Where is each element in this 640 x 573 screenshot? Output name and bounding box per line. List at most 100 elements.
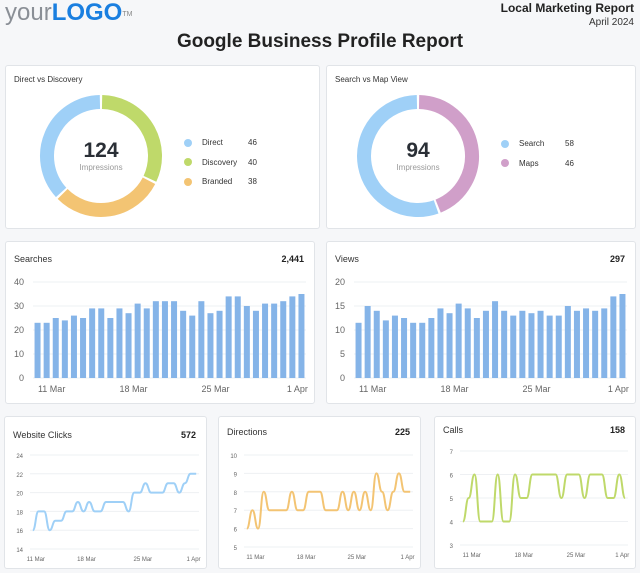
legend-value: 38 [248, 177, 257, 187]
report-title: Local Marketing Report [500, 1, 634, 15]
website-clicks-line-chart: 14 16 18 20 22 24 11 Mar 18 Mar 25 Mar 1 Apr [16, 454, 201, 563]
bar [528, 313, 535, 378]
y-tick-label: 5 [450, 497, 454, 503]
x-tick-label: 11 Mar [246, 555, 264, 561]
y-tick-label: 7 [234, 509, 238, 515]
bar [482, 310, 489, 378]
x-tick-label: 25 Mar [134, 557, 153, 563]
bar [180, 310, 187, 378]
legend-value: 58 [565, 139, 574, 149]
x-tick-label: 1 Apr [401, 555, 415, 561]
y-tick-label: 3 [450, 544, 454, 550]
legend-dot-icon [501, 139, 509, 148]
legend-dot-icon [501, 159, 509, 168]
total-value: 124 [83, 139, 119, 162]
y-tick-label: 7 [450, 450, 454, 456]
y-tick-label: 15 [335, 301, 345, 311]
bar [382, 320, 389, 378]
views-bar-chart: 0 5 10 15 20 11 Mar 18 Mar 25 Mar 1 Apr [335, 277, 629, 394]
y-tick-label: 10 [230, 454, 237, 460]
y-tick-label: 20 [16, 492, 23, 498]
donut-slice-branded [57, 177, 156, 217]
donut-slice-direct [40, 95, 101, 198]
direct-vs-discovery-card: Direct vs Discovery 124 Impressions Dire… [5, 65, 320, 229]
y-tick-label: 9 [234, 472, 238, 478]
bar [43, 322, 50, 378]
bar [519, 310, 526, 378]
y-tick-label: 5 [340, 349, 345, 359]
card-title: Search vs Map View [335, 75, 408, 84]
bar [234, 296, 241, 378]
bar [80, 318, 87, 378]
x-tick-label: 25 Mar [522, 384, 550, 394]
bar [391, 315, 398, 378]
bar [98, 308, 105, 378]
y-tick-label: 5 [234, 546, 238, 552]
y-tick-label: 14 [16, 548, 23, 554]
bar [52, 318, 59, 378]
logo-tm: TM [122, 11, 133, 18]
x-tick-label: 25 Mar [348, 555, 367, 561]
card-total: 225 [394, 427, 410, 437]
x-tick-label: 11 Mar [27, 557, 45, 563]
x-tick-label: 1 Apr [608, 384, 629, 394]
bar [61, 320, 68, 378]
legend: Search 58 Maps 46 [501, 134, 574, 173]
bar [207, 313, 214, 378]
x-tick-label: 1 Apr [187, 557, 201, 563]
x-tick-label: 18 Mar [514, 553, 533, 559]
x-tick-label: 18 Mar [441, 384, 469, 394]
y-tick-label: 8 [234, 491, 238, 497]
page-title: Google Business Profile Report [176, 31, 464, 52]
legend-label: Maps [519, 158, 539, 168]
bar [464, 308, 471, 378]
x-tick-label: 18 Mar [77, 557, 96, 563]
bar [492, 301, 499, 378]
card-title: Searches [14, 254, 53, 264]
bar [583, 308, 590, 378]
legend-dot-icon [184, 138, 192, 147]
card-title: Website Clicks [13, 430, 72, 440]
calls-card: Calls 158 3 4 5 6 7 11 Mar 18 Mar 25 Mar 1 Apr [434, 416, 636, 569]
legend-item-direct: Direct 46 [184, 133, 257, 153]
bar [70, 315, 77, 378]
card-total: 572 [180, 430, 196, 440]
donut-slice-maps [418, 95, 479, 213]
y-tick-label: 24 [16, 454, 23, 460]
total-value: 94 [406, 139, 430, 162]
website-clicks-card: Website Clicks 572 14 16 18 20 22 24 11 Mar 18 … [4, 416, 207, 569]
bar [601, 308, 608, 378]
legend-value: 40 [248, 157, 257, 167]
bar [455, 303, 462, 378]
donut-slice-search [357, 95, 439, 217]
card-title: Directions [227, 427, 268, 437]
y-tick-label: 10 [14, 349, 24, 359]
bar [225, 296, 232, 378]
legend-dot-icon [184, 177, 192, 186]
y-tick-label: 20 [335, 277, 345, 287]
legend-item-search: Search 58 [501, 134, 574, 154]
legend-item-maps: Maps 46 [501, 154, 574, 174]
logo-text-bold: LOGO [51, 0, 123, 26]
bar [437, 308, 444, 378]
bar [216, 310, 223, 378]
x-tick-label: 1 Apr [287, 384, 308, 394]
bar [355, 322, 362, 378]
x-tick-label: 11 Mar [38, 384, 65, 394]
y-tick-label: 16 [16, 529, 23, 535]
donut-center: 94 Impressions [368, 139, 468, 172]
bar [510, 315, 517, 378]
search-vs-map-card: Search vs Map View 94 Impressions Search… [326, 65, 636, 229]
bar [610, 296, 617, 378]
y-tick-label: 6 [450, 474, 454, 480]
x-tick-label: 18 Mar [297, 555, 316, 561]
y-tick-label: 4 [450, 521, 454, 527]
bar [280, 301, 287, 378]
searches-card: Searches 2,441 0 10 20 30 40 11 Mar 18 Mar 25 M… [5, 241, 315, 404]
x-tick-label: 11 Mar [463, 553, 481, 559]
legend-item-discovery: Discovery 40 [184, 153, 257, 173]
y-tick-label: 0 [340, 373, 345, 383]
bar [134, 303, 141, 378]
x-tick-label: 1 Apr [615, 553, 629, 559]
bar [161, 301, 168, 378]
